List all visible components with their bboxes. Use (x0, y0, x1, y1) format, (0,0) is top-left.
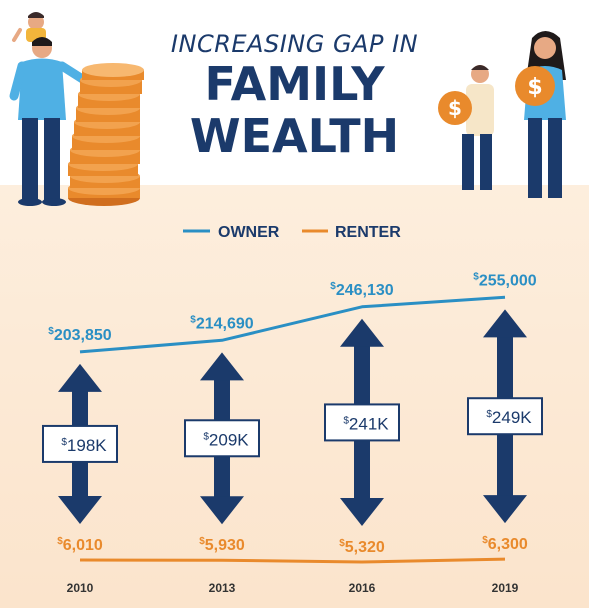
gap-arrow-head-up (340, 318, 384, 347)
renter-line (79, 557, 506, 564)
renter-value-label: $5,930 (199, 536, 245, 554)
owner-value-label: $246,130 (330, 281, 394, 299)
svg-text:$: $ (448, 96, 462, 120)
gap-arrow-head-up (58, 363, 102, 392)
gap-label: $198K (61, 436, 107, 455)
gap-arrow-head-down (483, 495, 527, 524)
x-tick-label: 2013 (209, 581, 236, 595)
gap-arrow-head-up (483, 309, 527, 338)
x-tick-label: 2016 (349, 581, 376, 595)
owner-value-label: $203,850 (48, 326, 112, 344)
legend-renter-label: RENTER (335, 224, 401, 241)
renter-value-label: $6,010 (57, 536, 103, 554)
gap-arrow-head-down (58, 495, 102, 524)
owner-value-label: $214,690 (190, 314, 254, 332)
father-child-illustration (9, 12, 89, 206)
owner-value-label: $255,000 (473, 271, 537, 289)
gap-arrow-head-down (200, 496, 244, 525)
gap-label: $209K (203, 430, 249, 449)
x-tick-label: 2019 (492, 581, 519, 595)
gap-label-box (42, 424, 118, 463)
gap-arrow-head-up (200, 352, 244, 381)
title-line-1: INCREASING GAP IN (170, 30, 419, 58)
chart-marks: $198K $203,850 $6,010 2010 $209K $214,690 $5,9… (42, 271, 543, 595)
gap-label: $241K (343, 414, 389, 433)
gap-label-box (184, 419, 260, 458)
legend-owner-label: OWNER (218, 224, 280, 241)
chart-background (0, 185, 589, 608)
title-line-2: FAMILY (204, 57, 385, 111)
renter-value-label: $5,320 (339, 538, 385, 556)
mother-son-illustration: $ $ (438, 31, 566, 198)
owner-line (79, 295, 506, 354)
x-tick-label: 2010 (67, 581, 94, 595)
gap-label-box (324, 403, 400, 442)
svg-text:$: $ (527, 75, 542, 100)
title-line-3: WEALTH (189, 109, 400, 163)
renter-value-label: $6,300 (482, 535, 528, 553)
legend: OWNER RENTER (183, 224, 401, 241)
coin-stack-illustration (68, 63, 144, 206)
gap-label-box (467, 397, 543, 436)
gap-label: $249K (486, 408, 532, 427)
gap-arrow-head-down (340, 498, 384, 527)
